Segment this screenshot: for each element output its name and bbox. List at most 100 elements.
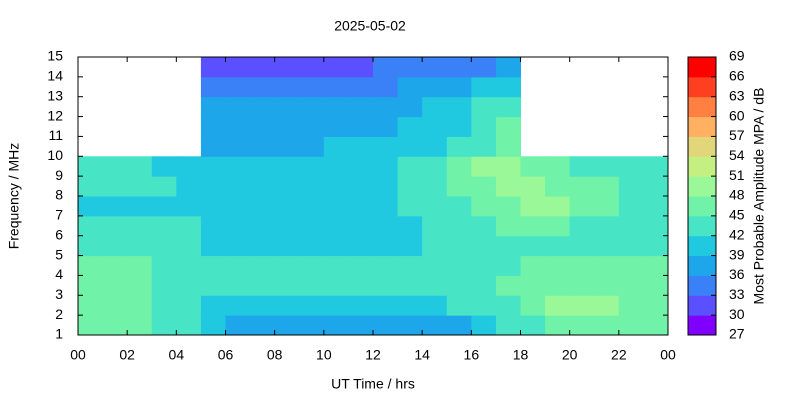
heatmap-cell bbox=[397, 136, 423, 157]
heatmap-cell bbox=[348, 295, 374, 316]
heatmap-cell bbox=[397, 235, 423, 257]
heatmap-cell bbox=[348, 116, 374, 137]
colorbar-tick-label: 48 bbox=[729, 187, 745, 203]
heatmap-cell bbox=[422, 116, 448, 137]
heatmap-cell bbox=[618, 255, 644, 276]
heatmap-cell bbox=[446, 96, 472, 118]
heatmap-cell bbox=[250, 255, 276, 276]
heatmap-cell bbox=[250, 136, 276, 157]
heatmap-cell bbox=[127, 156, 153, 177]
heatmap-cell bbox=[471, 176, 497, 197]
heatmap-cell bbox=[299, 255, 325, 276]
heatmap-cell bbox=[274, 235, 300, 257]
heatmap-cell bbox=[643, 295, 669, 316]
heatmap-cell bbox=[643, 215, 669, 237]
heatmap-cell bbox=[422, 215, 448, 237]
heatmap-cell bbox=[545, 215, 571, 237]
heatmap-cell bbox=[520, 295, 546, 316]
y-tick-label: 12 bbox=[47, 107, 63, 123]
x-tick-label: 16 bbox=[464, 347, 480, 363]
heatmap-cell bbox=[373, 176, 399, 197]
heatmap-cell bbox=[323, 235, 349, 257]
heatmap-cell bbox=[299, 176, 325, 197]
heatmap-cell bbox=[299, 76, 325, 98]
heatmap-cell bbox=[545, 275, 571, 296]
heatmap-cell bbox=[545, 255, 571, 276]
heatmap-cell bbox=[274, 176, 300, 197]
heatmap-cell bbox=[176, 176, 202, 197]
heatmap-cell bbox=[348, 136, 374, 157]
heatmap-cell bbox=[176, 196, 202, 217]
heatmap-cell bbox=[545, 156, 571, 177]
heatmap-cell bbox=[569, 295, 595, 316]
heatmap-cell bbox=[397, 196, 423, 217]
heatmap-cell bbox=[569, 255, 595, 276]
colorbar-tick-label: 54 bbox=[729, 147, 745, 163]
heatmap-cell bbox=[471, 315, 497, 336]
heatmap-cell bbox=[618, 156, 644, 177]
heatmap-cell bbox=[200, 235, 226, 257]
heatmap-cell bbox=[299, 136, 325, 157]
heatmap-cell bbox=[422, 76, 448, 98]
colorbar-tick-label: 30 bbox=[729, 306, 745, 322]
heatmap-cell bbox=[373, 255, 399, 276]
heatmap-cell bbox=[520, 215, 546, 237]
heatmap-cell bbox=[299, 295, 325, 316]
heatmap-cell bbox=[176, 295, 202, 316]
x-tick-label: 12 bbox=[365, 347, 381, 363]
heatmap-cell bbox=[250, 295, 276, 316]
heatmap-cell bbox=[397, 116, 423, 137]
heatmap-cell bbox=[127, 255, 153, 276]
heatmap-cell bbox=[520, 235, 546, 257]
colorbar-tick-label: 69 bbox=[729, 48, 745, 64]
heatmap-cell bbox=[495, 196, 521, 217]
y-tick-label: 5 bbox=[55, 246, 63, 262]
heatmap-cell bbox=[250, 275, 276, 296]
colorbar-segment bbox=[688, 215, 716, 237]
heatmap-cell bbox=[348, 235, 374, 257]
heatmap-cell bbox=[176, 215, 202, 237]
heatmap-cell bbox=[348, 57, 374, 78]
chart-title: 2025-05-02 bbox=[334, 18, 406, 34]
heatmap-cell bbox=[618, 235, 644, 257]
heatmap-cell bbox=[545, 176, 571, 197]
heatmap-cell bbox=[422, 196, 448, 217]
heatmap-cell bbox=[151, 215, 177, 237]
heatmap-cell bbox=[397, 275, 423, 296]
heatmap-cell bbox=[78, 215, 104, 237]
heatmap-cell bbox=[151, 235, 177, 257]
heatmap-cell bbox=[348, 76, 374, 98]
heatmap-cell bbox=[495, 116, 521, 137]
heatmap-cell bbox=[250, 215, 276, 237]
heatmap-cell bbox=[250, 235, 276, 257]
heatmap-cell bbox=[299, 156, 325, 177]
heatmap-cell bbox=[471, 295, 497, 316]
heatmap-cell bbox=[200, 215, 226, 237]
y-tick-label: 9 bbox=[55, 167, 63, 183]
heatmap-cell bbox=[422, 136, 448, 157]
heatmap-cell bbox=[373, 315, 399, 336]
heatmap-cell bbox=[200, 57, 226, 78]
heatmap-cell bbox=[200, 136, 226, 157]
heatmap-cell bbox=[545, 315, 571, 336]
heatmap-cell bbox=[200, 76, 226, 98]
heatmap-cell bbox=[422, 255, 448, 276]
heatmap-cell bbox=[373, 156, 399, 177]
heatmap-cell bbox=[446, 215, 472, 237]
heatmap-cell bbox=[618, 196, 644, 217]
heatmap-cell bbox=[78, 235, 104, 257]
heatmap-cell bbox=[225, 295, 251, 316]
heatmap-cell bbox=[397, 96, 423, 118]
heatmap-cell bbox=[422, 176, 448, 197]
colorbar-segment bbox=[688, 76, 716, 98]
heatmap-cell bbox=[397, 57, 423, 78]
heatmap-cell bbox=[348, 196, 374, 217]
colorbar-segment bbox=[688, 295, 716, 316]
heatmap-cell bbox=[225, 76, 251, 98]
heatmap-cell bbox=[102, 176, 128, 197]
colorbar-tick-label: 60 bbox=[729, 107, 745, 123]
heatmap-cell bbox=[102, 315, 128, 336]
x-tick-label: 22 bbox=[611, 347, 627, 363]
heatmap-cell bbox=[446, 176, 472, 197]
colorbar-segment bbox=[688, 96, 716, 118]
